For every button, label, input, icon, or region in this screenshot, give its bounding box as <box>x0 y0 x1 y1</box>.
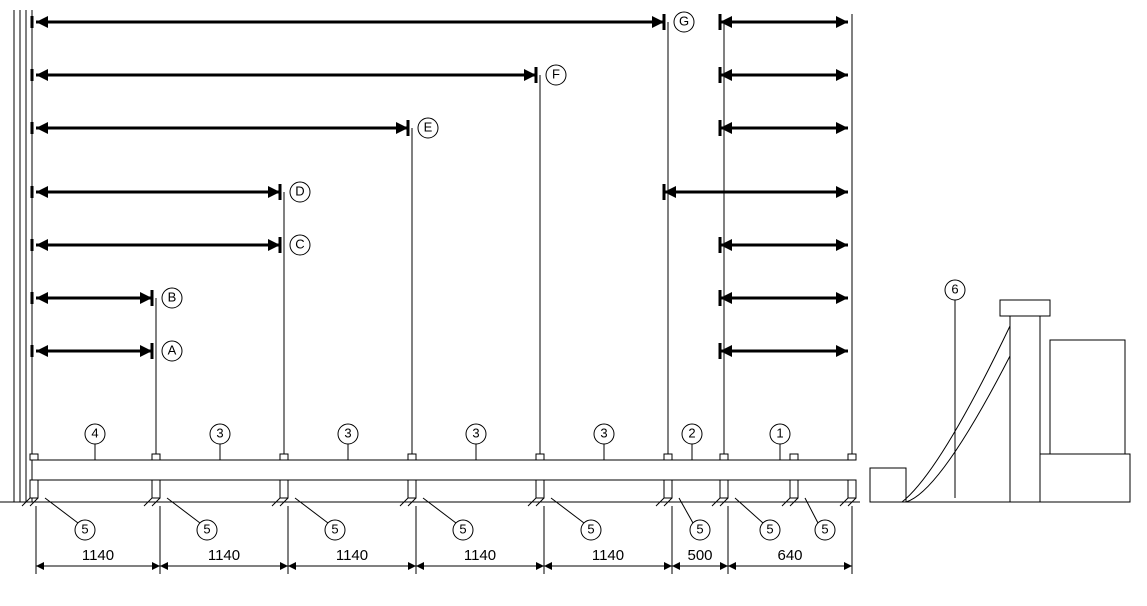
svg-text:3: 3 <box>472 425 479 440</box>
track-label-G: G <box>674 12 694 32</box>
svg-text:G: G <box>679 13 689 28</box>
svg-text:6: 6 <box>951 281 958 296</box>
svg-text:3: 3 <box>344 425 351 440</box>
svg-text:5: 5 <box>331 521 338 536</box>
svg-text:5: 5 <box>766 521 773 536</box>
svg-text:4: 4 <box>91 425 98 440</box>
sector-bubble: 1 <box>770 424 790 444</box>
post-bubble: 5 <box>325 520 345 540</box>
track-A: A <box>36 341 848 454</box>
track-label-C: C <box>290 235 310 255</box>
svg-text:F: F <box>552 66 560 81</box>
sector-bubble: 3 <box>594 424 614 444</box>
dimension-chain: 1140 1140 1140 1140 1140 500 640 <box>36 506 852 574</box>
track-E: E <box>36 118 848 454</box>
track-G: G <box>36 12 848 454</box>
svg-text:1140: 1140 <box>82 547 114 564</box>
sector-bubble: 2 <box>682 424 702 444</box>
svg-text:1140: 1140 <box>592 547 624 564</box>
svg-text:5: 5 <box>203 521 210 536</box>
machine: 6 <box>870 280 1130 502</box>
track-F: F <box>36 65 848 454</box>
svg-text:500: 500 <box>687 547 712 564</box>
svg-text:5: 5 <box>81 521 88 536</box>
post-bubble: 5 <box>760 520 780 540</box>
svg-text:B: B <box>168 289 177 304</box>
post-bubble: 5 <box>197 520 217 540</box>
track-label-F: F <box>546 65 566 85</box>
post-bubble: 5 <box>581 520 601 540</box>
post-bubble: 5 <box>453 520 473 540</box>
svg-text:3: 3 <box>600 425 607 440</box>
post-bubble: 5 <box>75 520 95 540</box>
track-B: B <box>36 288 848 454</box>
svg-text:1140: 1140 <box>464 547 496 564</box>
svg-text:E: E <box>424 119 433 134</box>
sector-bubble: 3 <box>338 424 358 444</box>
svg-text:A: A <box>168 342 177 357</box>
svg-text:5: 5 <box>821 521 828 536</box>
svg-text:D: D <box>295 183 304 198</box>
track-label-B: B <box>162 288 182 308</box>
svg-text:2: 2 <box>688 425 695 440</box>
svg-text:1: 1 <box>776 425 783 440</box>
svg-text:5: 5 <box>696 521 703 536</box>
svg-text:C: C <box>295 236 304 251</box>
track-label-A: A <box>162 341 182 361</box>
svg-text:3: 3 <box>216 425 223 440</box>
svg-text:1140: 1140 <box>336 547 368 564</box>
track-C: C <box>36 235 848 454</box>
post-bubble: 5 <box>815 520 835 540</box>
track-D: D <box>36 182 848 454</box>
svg-text:1140: 1140 <box>208 547 240 564</box>
svg-text:5: 5 <box>587 521 594 536</box>
svg-text:640: 640 <box>777 547 802 564</box>
machine-bubble: 6 <box>945 280 965 300</box>
track-label-D: D <box>290 182 310 202</box>
sector-bubble: 3 <box>466 424 486 444</box>
sector-bubble: 4 <box>85 424 105 444</box>
sector-bubble: 3 <box>210 424 230 444</box>
post-bubble: 5 <box>690 520 710 540</box>
track-label-E: E <box>418 118 438 138</box>
technical-drawing: 433332155555555ABCDEFG611401140114011401… <box>0 0 1147 606</box>
svg-text:5: 5 <box>459 521 466 536</box>
